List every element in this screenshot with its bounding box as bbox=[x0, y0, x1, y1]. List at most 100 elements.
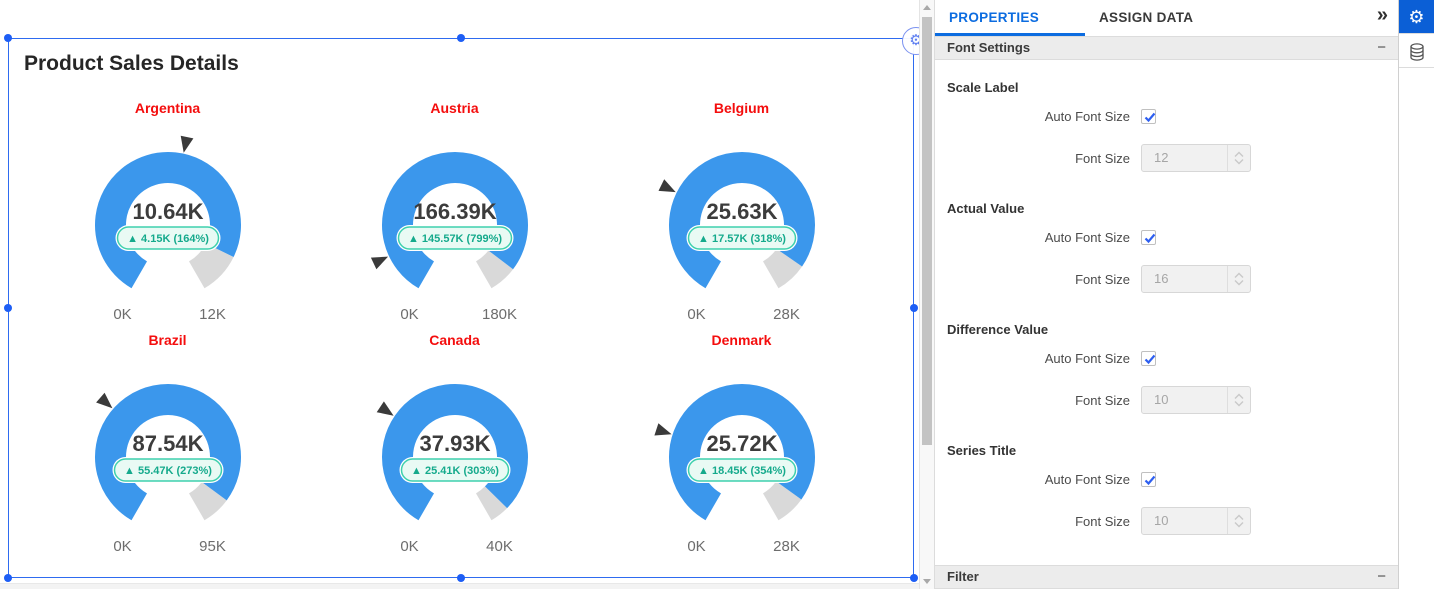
gauge-series-title: Austria bbox=[430, 100, 479, 116]
gauge-max-label: 28K bbox=[773, 538, 800, 555]
font-size-input[interactable]: 12 bbox=[1141, 144, 1251, 172]
section-title: Font Settings bbox=[947, 40, 1031, 55]
spinner-down-icon[interactable] bbox=[1233, 400, 1245, 408]
font-size-spinner[interactable] bbox=[1227, 387, 1250, 413]
selection-handle[interactable] bbox=[4, 304, 12, 312]
font-group-actual-value: Actual Value Auto Font Size Font Size 16 bbox=[935, 202, 1398, 293]
spinner-down-icon[interactable] bbox=[1233, 158, 1245, 166]
gauge-brazil: Brazil 87.54K ▲ 55.47K (273%) 0K 95K bbox=[24, 327, 311, 559]
panel-tabs: PROPERTIES ASSIGN DATA » bbox=[935, 0, 1398, 36]
gauge-actual-value: 87.54K bbox=[132, 431, 203, 456]
widget-settings-gear-icon[interactable]: ⚙ bbox=[1399, 0, 1434, 34]
gauge-difference-value: ▲ 4.15K (164%) bbox=[127, 233, 209, 245]
auto-font-size-label: Auto Font Size bbox=[1044, 351, 1130, 366]
auto-font-size-checkbox[interactable] bbox=[1141, 230, 1156, 245]
gauge-min-label: 0K bbox=[113, 538, 132, 555]
gauge-min-label: 0K bbox=[400, 306, 419, 323]
selection-handle[interactable] bbox=[4, 34, 12, 42]
scrollbar-thumb[interactable] bbox=[922, 17, 932, 445]
diff-badge bbox=[116, 226, 219, 250]
diff-badge bbox=[400, 458, 509, 482]
gauge-scale-labels: 0K 40K bbox=[360, 538, 550, 556]
gauge-target-pointer bbox=[180, 135, 193, 153]
gauge-max-label: 95K bbox=[199, 538, 226, 555]
auto-font-size-checkbox[interactable] bbox=[1141, 109, 1156, 124]
gauge-target-pointer bbox=[376, 401, 394, 416]
collapse-section-icon[interactable]: − bbox=[1377, 39, 1386, 56]
section-title: Filter bbox=[947, 569, 979, 584]
section-filter[interactable]: Filter − bbox=[935, 565, 1398, 589]
tab-assign-data[interactable]: ASSIGN DATA bbox=[1099, 10, 1194, 25]
spinner-up-icon[interactable] bbox=[1233, 392, 1245, 400]
right-toolbar: ⚙ bbox=[1398, 0, 1434, 589]
selection-handle[interactable] bbox=[910, 304, 918, 312]
gauge-remainder-arc bbox=[187, 242, 234, 289]
diff-badge bbox=[687, 226, 796, 250]
gauge-remainder-arc bbox=[475, 486, 507, 521]
font-size-value: 12 bbox=[1154, 150, 1169, 165]
gauge-chart: 87.54K ▲ 55.47K (273%) bbox=[94, 384, 241, 521]
diff-badge bbox=[113, 458, 222, 482]
gauge-remainder-arc bbox=[187, 481, 227, 521]
font-size-spinner[interactable] bbox=[1227, 145, 1250, 171]
gauge-value-arc bbox=[94, 152, 241, 289]
selection-handle[interactable] bbox=[457, 34, 465, 42]
selection-handle[interactable] bbox=[457, 574, 465, 582]
data-source-icon[interactable] bbox=[1399, 34, 1434, 68]
font-settings-body: Scale Label Auto Font Size Font Size 12 Actu… bbox=[935, 81, 1398, 535]
properties-panel: PROPERTIES ASSIGN DATA » Font Settings −… bbox=[934, 0, 1398, 589]
spinner-up-icon[interactable] bbox=[1233, 150, 1245, 158]
font-size-spinner[interactable] bbox=[1227, 508, 1250, 534]
auto-font-size-label: Auto Font Size bbox=[1044, 109, 1130, 124]
checkmark-icon bbox=[1144, 475, 1156, 486]
font-size-label: Font Size bbox=[1075, 513, 1130, 529]
gauge-difference-value: ▲ 145.57K (799%) bbox=[407, 233, 501, 245]
dashboard-canvas[interactable]: Product Sales Details Argentina 10.64K ▲ 4… bbox=[0, 0, 930, 589]
selection-handle[interactable] bbox=[4, 574, 12, 582]
gauge-chart: 37.93K ▲ 25.41K (303%) bbox=[376, 384, 528, 521]
gauge-chart: 166.39K ▲ 145.57K (799%) bbox=[370, 152, 528, 289]
selection-handle[interactable] bbox=[910, 574, 918, 582]
gauge-actual-value: 166.39K bbox=[413, 199, 496, 224]
gauge-chart: 25.63K ▲ 17.57K (318%) bbox=[658, 152, 815, 289]
auto-font-size-label: Auto Font Size bbox=[1044, 230, 1130, 245]
gauge-chart: 10.64K ▲ 4.15K (164%) bbox=[94, 135, 241, 289]
gauge-scale-labels: 0K 95K bbox=[73, 538, 263, 556]
gauge-remainder-arc bbox=[761, 480, 801, 521]
spinner-up-icon[interactable] bbox=[1233, 271, 1245, 279]
auto-font-size-checkbox[interactable] bbox=[1141, 351, 1156, 366]
font-group-difference-value: Difference Value Auto Font Size Font Size 1… bbox=[935, 323, 1398, 414]
font-size-input[interactable]: 10 bbox=[1141, 507, 1251, 535]
gauge-scale-labels: 0K 28K bbox=[647, 306, 837, 324]
group-heading: Series Title bbox=[947, 443, 1017, 458]
gauge-min-label: 0K bbox=[400, 538, 419, 555]
canvas-vertical-scrollbar[interactable] bbox=[919, 0, 934, 589]
gauge-actual-value: 10.64K bbox=[132, 199, 203, 224]
font-size-input[interactable]: 10 bbox=[1141, 386, 1251, 414]
font-group-scale-label: Scale Label Auto Font Size Font Size 12 bbox=[935, 81, 1398, 172]
checkmark-icon bbox=[1144, 112, 1156, 123]
group-heading: Actual Value bbox=[947, 201, 1025, 216]
tab-properties[interactable]: PROPERTIES bbox=[935, 0, 1085, 36]
canvas-horizontal-scrollbar[interactable] bbox=[0, 583, 919, 589]
gauge-value-arc bbox=[668, 152, 815, 289]
gauge-canada: Canada 37.93K ▲ 25.41K (303%) 0K 40K bbox=[311, 327, 598, 559]
gauge-min-label: 0K bbox=[687, 538, 706, 555]
spinner-down-icon[interactable] bbox=[1233, 279, 1245, 287]
scroll-up-icon[interactable] bbox=[923, 5, 931, 10]
spinner-up-icon[interactable] bbox=[1233, 513, 1245, 521]
gauge-max-label: 180K bbox=[481, 306, 518, 323]
collapse-section-icon[interactable]: − bbox=[1377, 568, 1386, 585]
font-size-input[interactable]: 16 bbox=[1141, 265, 1251, 293]
collapse-panel-icon[interactable]: » bbox=[1376, 4, 1388, 26]
section-font-settings[interactable]: Font Settings − bbox=[935, 36, 1398, 60]
gauge-remainder-arc bbox=[761, 248, 802, 289]
gauge-value-arc bbox=[381, 384, 528, 521]
checkmark-icon bbox=[1144, 233, 1156, 244]
font-size-spinner[interactable] bbox=[1227, 266, 1250, 292]
diff-badge bbox=[397, 226, 512, 250]
scroll-down-icon[interactable] bbox=[923, 579, 931, 584]
auto-font-size-checkbox[interactable] bbox=[1141, 472, 1156, 487]
gauge-argentina: Argentina 10.64K ▲ 4.15K (164%) 0K 12K bbox=[24, 95, 311, 327]
spinner-down-icon[interactable] bbox=[1233, 521, 1245, 529]
